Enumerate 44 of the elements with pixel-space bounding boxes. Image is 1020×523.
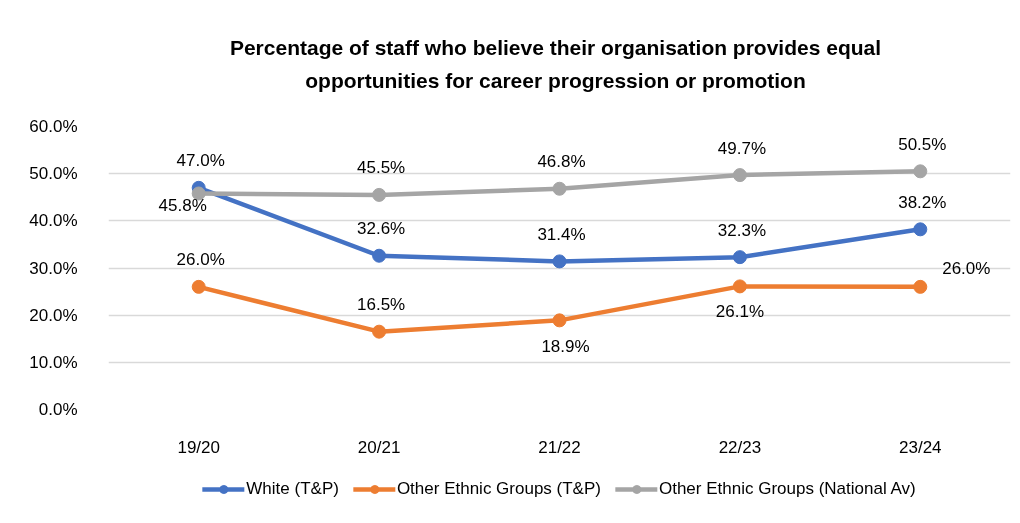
point (732, 250, 747, 265)
legend-label: White (T&P) (246, 479, 339, 499)
point (732, 168, 747, 183)
y-tick-label: 60.0% (29, 117, 78, 136)
data-label: 47.0% (176, 151, 225, 171)
y-tick-label: 50.0% (29, 164, 78, 184)
data-label: 32.3% (717, 220, 766, 240)
chart-title: Percentage of staff who believe their organisation provides equal opportunities for career progression or promotion (229, 36, 882, 92)
data-label: 49.7% (717, 138, 766, 158)
data-label: 32.6% (357, 219, 406, 239)
point (372, 324, 387, 339)
x-tick-label: 22/23 (718, 437, 762, 457)
y-tick-label: 10.0% (29, 352, 78, 372)
data-label: 26.1% (715, 301, 764, 321)
data-label: 26.0% (176, 250, 225, 270)
y-tick-label: 40.0% (29, 211, 78, 231)
point (372, 187, 387, 202)
x-tick-label: 19/20 (177, 437, 220, 457)
data-label: 50.5% (898, 134, 947, 154)
point (913, 164, 928, 179)
data-label: 45.8% (158, 195, 207, 215)
y-tick-label: 30.0% (29, 258, 78, 278)
y-tick-label: 20.0% (29, 305, 78, 325)
x-tick-label: 23/24 (899, 437, 942, 457)
point (552, 181, 567, 196)
data-label: 38.2% (898, 192, 947, 212)
x-tick-label: 20/21 (357, 437, 401, 457)
legend-label: Other Ethnic Groups (National Av) (658, 479, 916, 499)
data-label: 46.8% (537, 152, 586, 172)
point (913, 222, 928, 237)
data-label: 45.5% (357, 158, 406, 178)
point (552, 254, 567, 269)
point (552, 313, 567, 328)
point (732, 279, 747, 294)
point (913, 279, 928, 294)
y-tick-label: 0.0% (38, 400, 78, 419)
data-label: 26.0% (942, 259, 991, 279)
x-tick-label: 21/22 (538, 437, 581, 457)
data-label: 18.9% (541, 336, 590, 356)
point (372, 248, 387, 263)
data-label: 16.5% (357, 295, 406, 315)
legend-label: Other Ethnic Groups (T&P) (396, 479, 601, 499)
point (191, 279, 206, 294)
data-label: 31.4% (537, 224, 586, 244)
